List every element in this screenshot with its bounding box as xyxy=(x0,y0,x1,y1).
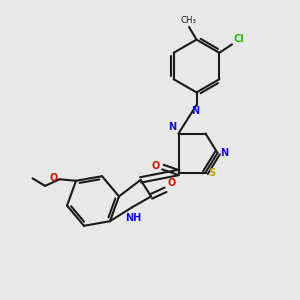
Text: NH: NH xyxy=(125,213,142,223)
Text: O: O xyxy=(168,178,176,188)
Text: Cl: Cl xyxy=(233,34,244,44)
Text: N: N xyxy=(220,148,228,158)
Text: N: N xyxy=(168,122,176,132)
Text: O: O xyxy=(49,173,57,183)
Text: CH₃: CH₃ xyxy=(180,16,196,25)
Text: S: S xyxy=(208,168,215,178)
Text: O: O xyxy=(152,161,160,171)
Text: N: N xyxy=(191,106,200,116)
